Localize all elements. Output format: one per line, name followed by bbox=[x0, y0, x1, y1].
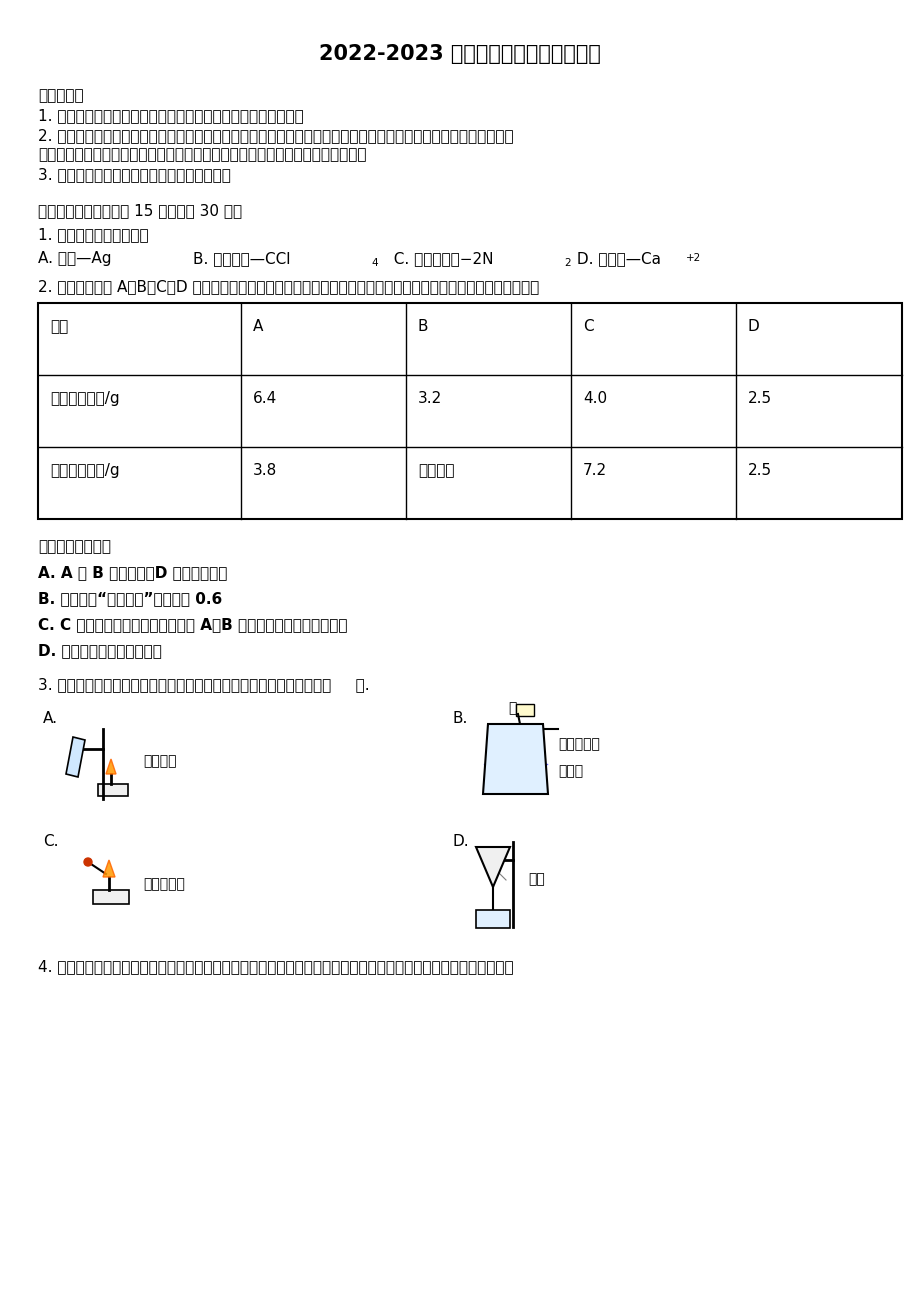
Text: 2022-2023 学年九上化学期末模拟试卷: 2022-2023 学年九上化学期末模拟试卷 bbox=[319, 44, 600, 64]
Text: 1. 下列化学用语正确的是: 1. 下列化学用语正确的是 bbox=[38, 227, 149, 242]
Polygon shape bbox=[475, 848, 509, 887]
Text: 3.8: 3.8 bbox=[253, 464, 277, 478]
Text: 1. 答卷前，考生务必将自己的姓名、准考证号填写在答题卡上。: 1. 答卷前，考生务必将自己的姓名、准考证号填写在答题卡上。 bbox=[38, 108, 303, 122]
Bar bbox=[475, 910, 509, 928]
Polygon shape bbox=[66, 737, 85, 777]
Text: 下列说法错误的是: 下列说法错误的是 bbox=[38, 539, 111, 553]
Text: C.: C. bbox=[43, 835, 59, 849]
Text: D. 钙离子—Ca: D. 钙离子—Ca bbox=[572, 251, 660, 266]
Text: 2. 回答选择题时，选出每小题答案后，用铅笔把答题卡上对应题目的答案标号涂黑，如需改动，用橡皮擦干净后，再: 2. 回答选择题时，选出每小题答案后，用铅笔把答题卡上对应题目的答案标号涂黑，如… bbox=[38, 128, 513, 143]
Text: 3.2: 3.2 bbox=[417, 391, 442, 406]
Text: A.: A. bbox=[43, 711, 58, 727]
Text: B. 上表中的“待测数据”的数値为 0.6: B. 上表中的“待测数据”的数値为 0.6 bbox=[38, 591, 222, 605]
Text: 注意事项：: 注意事项： bbox=[38, 89, 84, 103]
Text: 过滤: 过滤 bbox=[528, 872, 544, 885]
Text: C: C bbox=[583, 319, 593, 335]
Text: B.: B. bbox=[452, 711, 468, 727]
Text: D.: D. bbox=[452, 835, 469, 849]
Text: 加热液体: 加热液体 bbox=[142, 754, 176, 768]
Text: A: A bbox=[253, 319, 263, 335]
Text: 2. 将一定质量的 A、B、C、D 四种物质放入一密闭容器中，在一定条件下反应一段时间后，测得各物质的质量如下：: 2. 将一定质量的 A、B、C、D 四种物质放入一密闭容器中，在一定条件下反应一… bbox=[38, 279, 539, 294]
Bar bbox=[38, 303, 901, 519]
Text: A. A 和 B 是反应物，D 可能是催化剂: A. A 和 B 是反应物，D 可能是催化剂 bbox=[38, 565, 227, 579]
Text: 4. 小林从冰笱里拿出冰冻的饮料，用干布擦净瓶外壁的水，放置于桌面片刻，发现瓶外壁又挂满水珠，这说明空气中: 4. 小林从冰笱里拿出冰冻的饮料，用干布擦净瓶外壁的水，放置于桌面片刻，发现瓶外… bbox=[38, 960, 513, 974]
Text: C. C 物质中元素的种类，一定等于 A、B 二种物质中元素的种类之和: C. C 物质中元素的种类，一定等于 A、B 二种物质中元素的种类之和 bbox=[38, 617, 347, 631]
Text: 水: 水 bbox=[507, 700, 516, 715]
Text: C. 两个氮原子−2N: C. 两个氮原子−2N bbox=[383, 251, 493, 266]
Text: 7.2: 7.2 bbox=[583, 464, 607, 478]
Text: 3. 化学是一门以实验为基础的自然学科。下列实验操作中，正确的是（     ）.: 3. 化学是一门以实验为基础的自然学科。下列实验操作中，正确的是（ ）. bbox=[38, 677, 369, 691]
Text: 4.0: 4.0 bbox=[583, 391, 607, 406]
Bar bbox=[98, 784, 128, 796]
Text: B. 四氯化碳—CCl: B. 四氯化碳—CCl bbox=[193, 251, 290, 266]
Text: 反应前的质量/g: 反应前的质量/g bbox=[50, 391, 119, 406]
Polygon shape bbox=[482, 724, 548, 794]
Text: A. 水银—Ag: A. 水银—Ag bbox=[38, 251, 111, 266]
Polygon shape bbox=[106, 759, 116, 773]
Text: 2.5: 2.5 bbox=[747, 391, 771, 406]
Text: 3. 考试结束后，将本试卷和答题卡一并交回。: 3. 考试结束后，将本试卷和答题卡一并交回。 bbox=[38, 167, 231, 182]
Text: 选涂其它答案标号。回答非选择题时，将答案写在答题卡上，写在本试卷上无效。: 选涂其它答案标号。回答非选择题时，将答案写在答题卡上，写在本试卷上无效。 bbox=[38, 147, 366, 161]
Text: 2.5: 2.5 bbox=[747, 464, 771, 478]
Text: 2: 2 bbox=[563, 258, 570, 268]
Bar bbox=[516, 704, 533, 716]
Polygon shape bbox=[103, 861, 115, 878]
Text: 4: 4 bbox=[370, 258, 377, 268]
Text: 稀释浓硫酸: 稀释浓硫酸 bbox=[558, 737, 599, 751]
Text: 待测数据: 待测数据 bbox=[417, 464, 454, 478]
Text: D. 该反应一定属于化合反应: D. 该反应一定属于化合反应 bbox=[38, 643, 162, 658]
Text: +2: +2 bbox=[686, 253, 700, 263]
Circle shape bbox=[84, 858, 92, 866]
Text: 一、单选题（本大题八 15 小题，八 30 分）: 一、单选题（本大题八 15 小题，八 30 分） bbox=[38, 203, 242, 217]
Text: 6.4: 6.4 bbox=[253, 391, 277, 406]
Text: D: D bbox=[747, 319, 759, 335]
Text: B: B bbox=[417, 319, 428, 335]
Text: 浓硫酸: 浓硫酸 bbox=[558, 764, 583, 779]
Text: 物质: 物质 bbox=[50, 319, 68, 335]
Text: 点燃酒精灯: 点燃酒精灯 bbox=[142, 878, 185, 891]
Text: 反应后的质量/g: 反应后的质量/g bbox=[50, 464, 119, 478]
Bar bbox=[93, 891, 129, 904]
